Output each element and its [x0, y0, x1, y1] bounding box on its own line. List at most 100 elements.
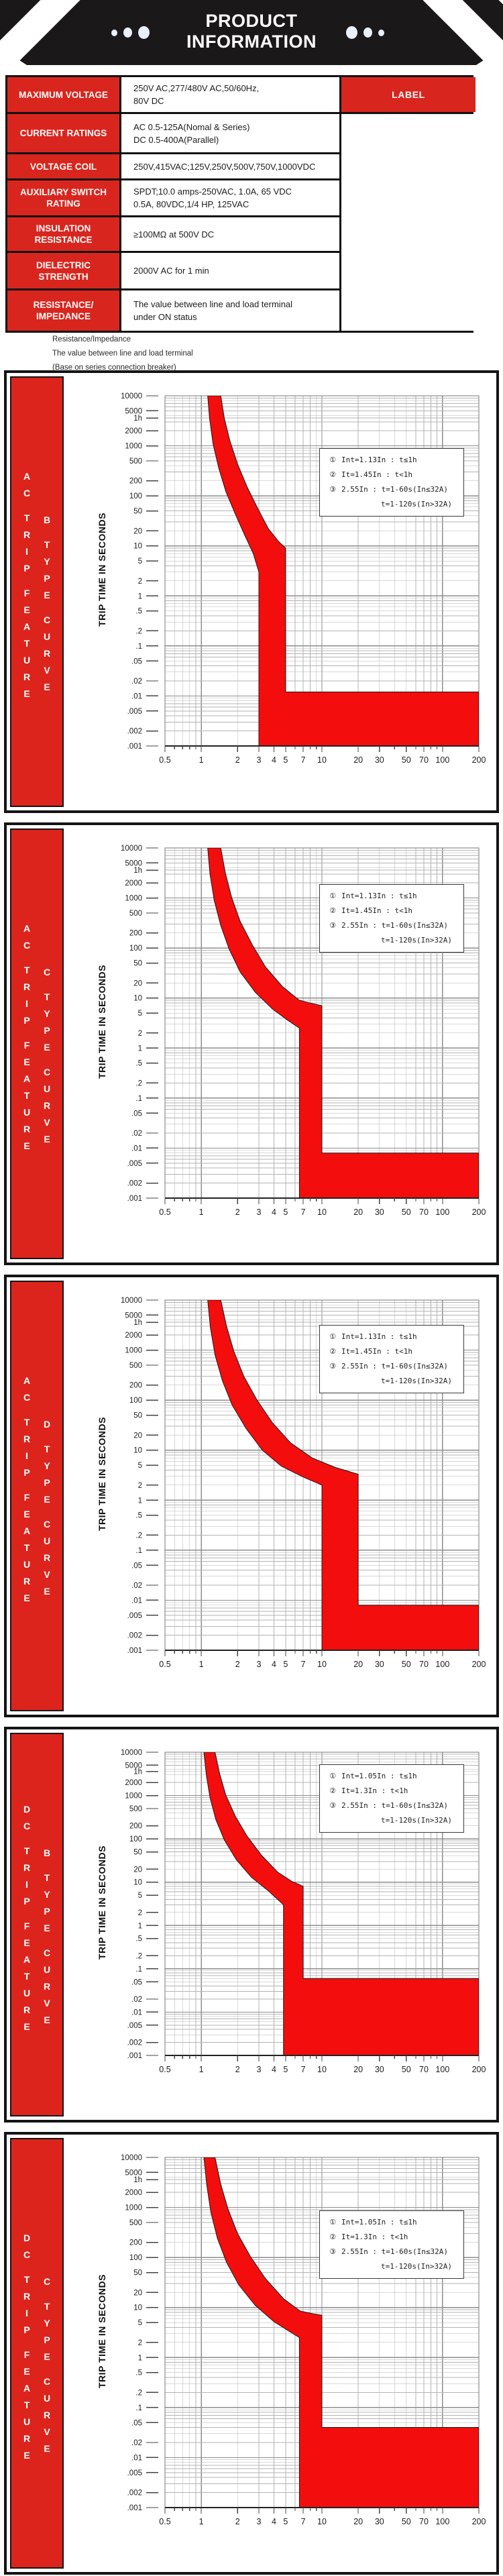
x-tick-label: 100 — [435, 755, 449, 765]
dot-icon — [378, 29, 384, 36]
sidebar-letter: T — [44, 1872, 50, 1883]
y-tick-label: 200 — [129, 2239, 142, 2247]
sidebar-letter: T — [44, 1443, 50, 1454]
y-tick-label: 10000 — [121, 845, 142, 853]
spec-value-line: AC 0.5-125A(Nomal & Series) — [133, 121, 250, 132]
legend-line: ① Int=1.05In : t≤1h — [324, 2215, 461, 2230]
y-tick-label: 10000 — [121, 1749, 142, 1757]
x-tick-label: 20 — [353, 755, 363, 765]
legend-text: t=1-120s(In>32A) — [381, 1377, 452, 1385]
sidebar-letter: T — [23, 637, 30, 649]
x-tick-label: 4 — [272, 755, 276, 765]
sidebar-letter: A — [23, 1953, 31, 1965]
spec-row-label: MAXIMUM VOLTAGE — [7, 77, 119, 112]
sidebar-letter: P — [44, 1905, 50, 1917]
sidebar-letter: U — [23, 654, 31, 665]
spec-value-line: 0.5A, 80VDC,1/4 HP, 125VAC — [133, 199, 249, 209]
legend-text: 2.55In : t=1-60s(In≤32A) — [341, 485, 448, 494]
x-tick-label: 1 — [199, 2065, 204, 2074]
x-tick-label: 20 — [353, 2065, 363, 2074]
sidebar-letter: I — [25, 1878, 28, 1890]
sidebar-letter: R — [23, 1575, 31, 1587]
y-tick-label: 1 — [138, 1922, 142, 1930]
sidebar-letter: E — [23, 2021, 30, 2032]
sidebar-letter: A — [23, 1375, 31, 1386]
y-tick-label: .005 — [127, 2469, 142, 2477]
legend-marker: ③ — [329, 921, 336, 930]
legend-line: ③ 2.55In : t=1-60s(In≤32A) — [324, 1799, 461, 1813]
y-tick-label: 2000 — [125, 1332, 142, 1340]
y-tick-label: .002 — [127, 1180, 142, 1188]
x-tick-label: 2 — [235, 1208, 240, 1217]
sidebar-letter: P — [23, 562, 30, 574]
trip-band — [203, 2157, 479, 2508]
sidebar-letter: E — [44, 1585, 50, 1597]
legend-line: t=1-120s(In>32A) — [324, 1374, 461, 1389]
x-tick-label: 50 — [402, 1660, 411, 1669]
x-tick-label: 200 — [472, 1660, 486, 1669]
spec-value-line: DC 0.5-400A(Parallel) — [133, 134, 219, 145]
sidebar-letter: V — [44, 664, 50, 676]
sidebar-letter: A — [23, 2382, 31, 2394]
y-tick-label: 100 — [129, 492, 142, 500]
legend-line: ③ 2.55In : t=1-60s(In≤32A) — [324, 1359, 461, 1374]
y-tick-label: 5 — [138, 1462, 142, 1470]
spec-row-label: VOLTAGE COIL — [7, 154, 119, 178]
spec-row-label: CURRENT RATINGS — [7, 114, 119, 152]
y-tick-label: 50 — [133, 960, 142, 968]
sidebar-letter: P — [44, 572, 50, 584]
legend-marker: ② — [329, 906, 336, 915]
y-tick-label: .1 — [135, 643, 142, 651]
spec-value-line: The value between line and load terminal — [133, 299, 293, 309]
x-tick-label: 20 — [353, 2517, 363, 2526]
note-line: Resistance/Impedance — [52, 335, 131, 343]
sidebar-letter: T — [23, 1416, 30, 1428]
spec-value-line: under ON status — [133, 312, 197, 322]
x-tick-label: 2 — [235, 1660, 240, 1669]
x-tick-label: 2 — [235, 2065, 240, 2074]
legend-line: ② It=1.3In : t<1h — [324, 1784, 461, 1799]
y-tick-label: 1h — [133, 1768, 142, 1776]
x-tick-label: 70 — [419, 755, 429, 765]
sidebar-letter: I — [25, 545, 28, 557]
legend-marker: ② — [329, 1347, 336, 1356]
sidebar-letter: E — [23, 2449, 30, 2461]
legend-marker — [324, 1813, 341, 1828]
x-tick-label: 200 — [472, 2517, 486, 2526]
trip-curve-chart-1: A C T R I P F E A T U R E B T Y P E C U R V E TRIP TIME IN SECO… — [4, 370, 499, 813]
sidebar-letter: R — [43, 2409, 51, 2420]
sidebar-letter: E — [23, 688, 30, 699]
sidebar-letter: E — [44, 589, 50, 600]
legend-line: ③ 2.55In : t=1-60s(In≤32A) — [324, 918, 461, 933]
y-tick-label: .1 — [135, 1095, 142, 1103]
sidebar-letter: C — [43, 1518, 51, 1529]
x-tick-label: 100 — [435, 2517, 449, 2526]
y-tick-label: 1h — [133, 2176, 142, 2184]
sidebar-letter: T — [23, 1970, 30, 1982]
y-tick-label: 5000 — [125, 407, 142, 415]
x-tick-label: 200 — [472, 755, 486, 765]
sidebar-letter: R — [23, 1862, 31, 1873]
y-tick-label: .5 — [135, 1935, 142, 1943]
x-tick-label: 1 — [199, 755, 204, 765]
x-tick-label: 200 — [472, 2065, 486, 2074]
sidebar-letter: A — [23, 470, 31, 482]
spec-row-label: RESISTANCE/ IMPEDANCE — [7, 290, 119, 331]
x-tick-label: 5 — [283, 2065, 288, 2074]
y-tick-label: .01 — [131, 692, 142, 700]
y-tick-label: 1h — [133, 867, 142, 875]
y-tick-label: .01 — [131, 2008, 142, 2017]
x-tick-label: 30 — [375, 755, 384, 765]
page-title-line2: INFORMATION — [186, 32, 317, 52]
sidebar-letter: E — [23, 1508, 30, 1519]
y-tick-label: 2 — [138, 1482, 142, 1490]
dot-icon — [346, 26, 357, 39]
legend-line: ② It=1.45In : t<1h — [324, 1344, 461, 1359]
sidebar-letter: P — [23, 1895, 30, 1907]
sidebar-letter: U — [23, 1987, 31, 1998]
spec-value-line: 250V AC,277/480V AC,50/60Hz, — [133, 83, 260, 93]
y-tick-label: .05 — [131, 1110, 142, 1118]
